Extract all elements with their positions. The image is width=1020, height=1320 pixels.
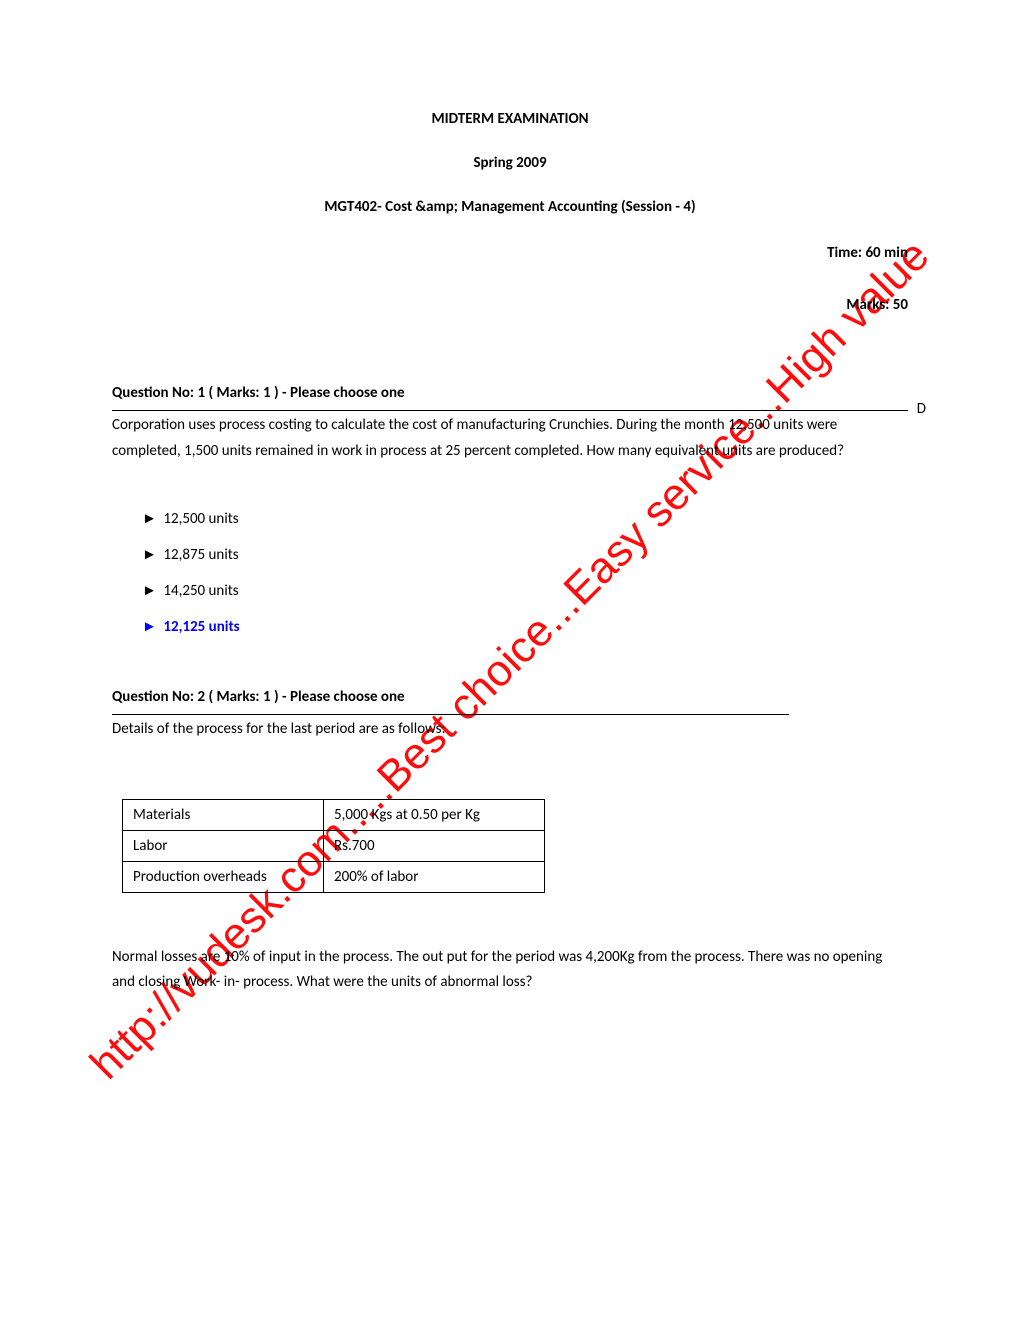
q2-header: Question No: 2 ( Marks: 1 ) - Please cho… bbox=[112, 688, 908, 706]
table-cell: Materials bbox=[123, 799, 324, 830]
exam-time: Time: 60 min bbox=[112, 244, 908, 262]
option-text: 14,250 units bbox=[163, 582, 238, 600]
page-content: MIDTERM EXAMINATION Spring 2009 MGT402- … bbox=[0, 0, 1020, 1056]
exam-term: Spring 2009 bbox=[112, 154, 908, 172]
option-marker: ► bbox=[142, 618, 160, 636]
exam-course: MGT402- Cost &amp; Management Accounting… bbox=[112, 198, 908, 216]
option-marker: ► bbox=[142, 546, 160, 564]
table-cell: Labor bbox=[123, 830, 324, 861]
q1-option: ► 14,250 units bbox=[142, 582, 908, 600]
q1-option: ► 12,875 units bbox=[142, 546, 908, 564]
table-row: Labor Rs.700 bbox=[123, 830, 545, 861]
option-text: 12,125 units bbox=[163, 618, 239, 636]
q1-option: ► 12,500 units bbox=[142, 510, 908, 528]
q2-rule bbox=[112, 714, 789, 715]
q2-after-text: Normal losses are 10% of input in the pr… bbox=[112, 945, 908, 996]
q1-options: ► 12,500 units ► 12,875 units ► 14,250 u… bbox=[142, 510, 908, 636]
q1-rule-wrap: D bbox=[112, 410, 908, 411]
table-cell: 5,000 Kgs at 0.50 per Kg bbox=[324, 799, 545, 830]
option-marker: ► bbox=[142, 510, 160, 528]
table-cell: 200% of labor bbox=[324, 861, 545, 892]
table-cell: Production overheads bbox=[123, 861, 324, 892]
option-text: 12,500 units bbox=[163, 510, 238, 528]
table-cell: Rs.700 bbox=[324, 830, 545, 861]
q1-body: Corporation uses process costing to calc… bbox=[112, 413, 908, 464]
option-marker: ► bbox=[142, 582, 160, 600]
q1-option-answer: ► 12,125 units bbox=[142, 618, 908, 636]
q2-body: Details of the process for the last peri… bbox=[112, 717, 908, 743]
q2-table: Materials 5,000 Kgs at 0.50 per Kg Labor… bbox=[122, 799, 545, 893]
exam-title: MIDTERM EXAMINATION bbox=[112, 110, 908, 128]
q1-header: Question No: 1 ( Marks: 1 ) - Please cho… bbox=[112, 384, 908, 402]
table-row: Production overheads 200% of labor bbox=[123, 861, 545, 892]
q1-trailing-char: D bbox=[917, 400, 926, 418]
table-row: Materials 5,000 Kgs at 0.50 per Kg bbox=[123, 799, 545, 830]
option-text: 12,875 units bbox=[163, 546, 238, 564]
q1-rule bbox=[112, 410, 908, 411]
exam-marks: Marks: 50 bbox=[112, 296, 908, 314]
